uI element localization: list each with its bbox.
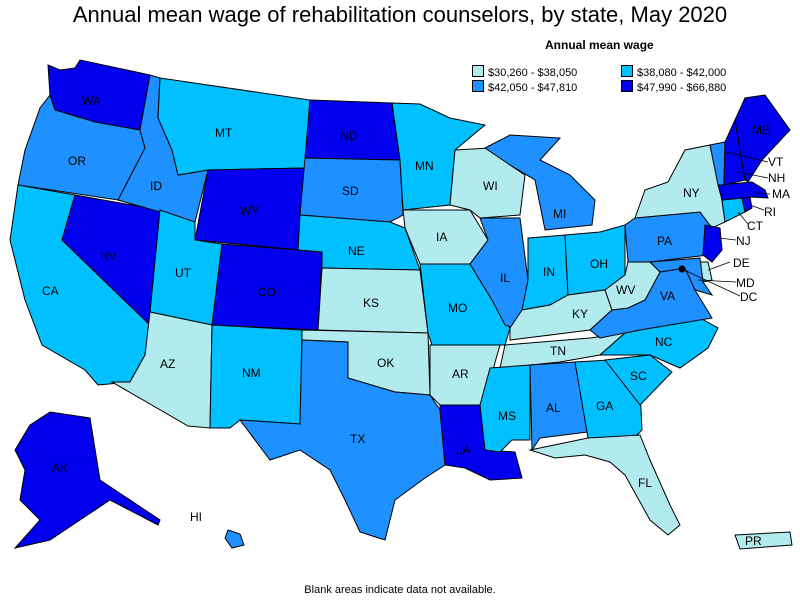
- md-leader: [697, 279, 737, 283]
- label-ky: KY: [572, 307, 588, 321]
- legend-swatch-3: [472, 80, 484, 92]
- label-ne: NE: [348, 244, 365, 258]
- label-nm: NM: [242, 366, 261, 380]
- state-hi[interactable]: [224, 529, 245, 549]
- ri-leader: [749, 204, 765, 211]
- label-id: ID: [150, 179, 162, 193]
- label-me: ME: [752, 123, 770, 137]
- label-pr: PR: [745, 534, 762, 548]
- label-ct: CT: [747, 219, 764, 233]
- vt-leader: [725, 151, 769, 163]
- label-ks: KS: [363, 296, 379, 310]
- label-sc: SC: [630, 369, 647, 383]
- label-ar: AR: [452, 367, 469, 381]
- state-pr[interactable]: [734, 531, 793, 550]
- state-il[interactable]: [469, 217, 529, 331]
- state-nj[interactable]: [702, 224, 723, 263]
- state-fl[interactable]: [528, 434, 681, 536]
- label-tn: TN: [550, 344, 566, 358]
- map-legend: Annual mean wage $30,260 - $38,050 $38,0…: [470, 36, 800, 96]
- label-wy: WY: [240, 204, 259, 218]
- state-mt[interactable]: [157, 77, 311, 176]
- label-mn: MN: [415, 159, 434, 173]
- state-tx[interactable]: [238, 339, 446, 541]
- dc-leader: [681, 268, 741, 297]
- legend-swatch-2: [621, 65, 633, 77]
- state-md[interactable]: [648, 257, 714, 296]
- label-ga: GA: [596, 399, 613, 413]
- state-al[interactable]: [529, 361, 589, 452]
- label-mo: MO: [448, 301, 467, 315]
- label-hi: HI: [190, 510, 202, 524]
- label-la: LA: [456, 443, 471, 457]
- label-nh: NH: [768, 171, 785, 185]
- label-ms: MS: [498, 409, 516, 423]
- label-pa: PA: [657, 234, 672, 248]
- label-dc: DC: [740, 290, 758, 304]
- label-ia: IA: [436, 230, 447, 244]
- label-ca: CA: [42, 284, 59, 298]
- state-sc[interactable]: [604, 354, 673, 406]
- label-il: IL: [500, 271, 510, 285]
- legend-label-1: $30,260 - $38,050: [488, 67, 578, 79]
- nh-leader: [737, 171, 769, 179]
- label-nv: NV: [100, 249, 117, 263]
- label-co: CO: [258, 285, 276, 299]
- state-sd[interactable]: [299, 157, 404, 223]
- legend-swatch-4: [621, 80, 633, 92]
- label-vt: VT: [768, 155, 784, 169]
- label-oh: OH: [590, 257, 608, 271]
- state-me[interactable]: [734, 94, 791, 183]
- ma-leader: [755, 192, 771, 195]
- legend-swatch-1: [472, 65, 484, 77]
- state-ct[interactable]: [721, 197, 746, 223]
- label-va: VA: [660, 289, 675, 303]
- label-wa: WA: [82, 94, 101, 108]
- label-wi: WI: [483, 179, 498, 193]
- label-nj: NJ: [736, 234, 751, 248]
- de-leader: [707, 261, 731, 271]
- label-wv: WV: [616, 283, 635, 297]
- legend-title: Annual mean wage: [545, 38, 654, 52]
- legend-item-1: $30,260 - $38,050: [472, 65, 577, 79]
- footnote: Blank areas indicate data not available.: [304, 584, 496, 596]
- label-ri: RI: [764, 205, 776, 219]
- label-or: OR: [68, 154, 86, 168]
- ct-leader: [737, 211, 749, 225]
- legend-label-2: $38,080 - $42,000: [637, 67, 727, 79]
- label-mt: MT: [215, 126, 233, 140]
- label-sd: SD: [342, 184, 359, 198]
- legend-label-4: $47,990 - $66,880: [637, 82, 727, 94]
- label-tx: TX: [350, 432, 365, 446]
- legend-item-2: $38,080 - $42,000: [621, 65, 726, 79]
- state-mi[interactable]: [484, 134, 596, 231]
- label-in: IN: [543, 265, 555, 279]
- label-md: MD: [736, 276, 755, 290]
- label-az: AZ: [160, 357, 175, 371]
- map-title: Annual mean wage of rehabilitation couns…: [72, 2, 728, 27]
- label-al: AL: [546, 401, 561, 415]
- label-ny: NY: [683, 186, 700, 200]
- state-ak[interactable]: [13, 411, 161, 549]
- label-ak: AK: [52, 461, 68, 475]
- legend-item-3: $42,050 - $47,810: [472, 80, 577, 94]
- label-ok: OK: [377, 356, 394, 370]
- state-ma[interactable]: [717, 181, 769, 201]
- label-ma: MA: [772, 187, 790, 201]
- label-de: DE: [733, 256, 750, 270]
- legend-label-3: $42,050 - $47,810: [488, 82, 578, 94]
- nj-leader: [718, 237, 737, 241]
- label-mi: MI: [553, 207, 566, 221]
- label-nc: NC: [655, 335, 673, 349]
- legend-item-4: $47,990 - $66,880: [621, 80, 726, 94]
- label-fl: FL: [638, 476, 652, 490]
- label-ut: UT: [175, 266, 192, 280]
- label-nd: ND: [340, 129, 358, 143]
